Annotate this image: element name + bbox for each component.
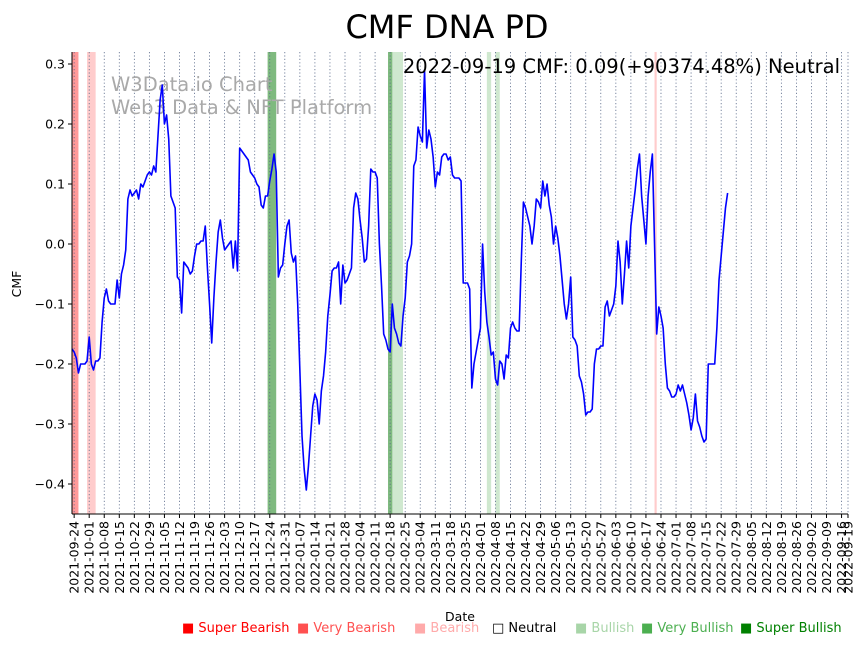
x-tick-label-6: 2021-11-05 [157,521,172,594]
x-tick-label-27: 2022-04-01 [473,521,488,594]
legend-item-very-bullish: ■ Very Bullish [641,621,734,636]
x-tick-label-11: 2021-12-10 [232,521,247,594]
legend-item-bullish: ■ Bullish [575,621,635,636]
x-tick-label-49: 2022-09-02 [804,521,819,594]
x-tick-label-5: 2021-10-29 [142,521,157,594]
x-ticks: 2021-09-24 2021-10-01 2021-10-08 2021-10-15… [67,514,856,594]
x-tick-label-2: 2021-10-08 [97,521,112,594]
y-tick-label-6: 0.2 [45,117,65,132]
x-tick-label-46: 2022-08-12 [759,521,774,594]
zone-bullish-5 [486,52,492,514]
y-tick-label-2: −0.2 [35,357,65,372]
zone-very-bullish-3 [387,52,395,514]
x-tick-label-52: 2022-09-19 [841,521,856,594]
x-tick-label-39: 2022-06-24 [653,521,668,594]
x-tick-label-12: 2021-12-17 [247,521,262,594]
y-ticks: −0.4 −0.3 −0.2 −0.1 0.0 0.1 0.2 0.3 [35,57,72,492]
x-tick-label-26: 2022-03-25 [458,521,473,594]
series-line-cmf [71,69,729,491]
y-tick-label-5: 0.1 [45,177,65,192]
x-tick-label-34: 2022-05-20 [578,521,593,594]
legend-item-super-bullish: ■ Super Bullish [740,621,842,636]
x-tick-label-13: 2021-12-24 [262,521,277,594]
x-tick-label-35: 2022-05-27 [593,521,608,594]
x-tick-label-22: 2022-02-25 [398,521,413,594]
x-tick-label-8: 2021-11-19 [187,521,202,594]
x-tick-label-28: 2022-04-08 [488,521,503,594]
x-tick-label-4: 2021-10-22 [127,521,142,594]
x-tick-label-16: 2022-01-14 [307,521,322,594]
zone-bullish-4 [392,52,404,514]
zone-super-bearish-0 [72,52,79,514]
zones-layer [72,52,657,514]
x-tick-label-50: 2022-09-09 [819,521,834,594]
legend-item-bearish: ■ Bearish [414,621,480,636]
y-tick-label-3: −0.1 [35,297,65,312]
y-tick-label-0: −0.4 [35,477,65,492]
x-tick-label-21: 2022-02-18 [383,521,398,594]
x-tick-label-41: 2022-07-08 [684,521,699,594]
x-tick-label-1: 2021-10-01 [82,521,97,594]
x-tick-label-3: 2021-10-15 [112,521,127,594]
x-tick-label-45: 2022-08-05 [744,521,759,594]
x-tick-label-32: 2022-05-06 [548,521,563,594]
x-tick-label-51: 2022-09-16 [834,521,849,594]
x-tick-label-43: 2022-07-22 [714,521,729,594]
x-tick-label-19: 2022-02-04 [353,521,368,594]
y-tick-label-1: −0.3 [35,417,65,432]
x-tick-label-7: 2021-11-12 [172,521,187,594]
x-tick-label-20: 2022-02-11 [368,521,383,594]
watermark: W3Data.io Chart Web3 Data & NFT Platform [111,73,372,119]
y-tick-label-4: 0.0 [45,237,65,252]
x-tick-label-24: 2022-03-11 [428,521,443,594]
x-tick-label-9: 2021-11-26 [202,521,217,594]
zone-bullish-6 [495,52,500,514]
zone-bearish-1 [87,52,96,514]
x-tick-label-25: 2022-03-18 [443,521,458,594]
chart-title: CMF DNA PD [345,8,548,46]
x-tick-label-36: 2022-06-03 [608,521,623,594]
x-tick-label-31: 2022-04-29 [533,521,548,594]
x-tick-label-40: 2022-07-01 [669,521,684,594]
x-tick-label-17: 2022-01-21 [322,521,337,594]
series-layer [71,69,729,491]
legend-item-neutral: □ Neutral [492,621,557,636]
x-tick-label-38: 2022-06-17 [638,521,653,594]
x-tick-label-30: 2022-04-22 [518,521,533,594]
x-tick-label-10: 2021-12-03 [217,521,232,594]
watermark-line-1: W3Data.io Chart [111,73,273,96]
y-axis-label: CMF [9,271,24,298]
y-tick-label-7: 0.3 [45,57,65,72]
legend-item-very-bearish: ■ Very Bearish [297,621,396,636]
zone-very-bullish-2 [267,52,277,514]
vertical-gridlines [73,52,849,514]
x-tick-label-33: 2022-05-13 [563,521,578,594]
x-tick-label-14: 2021-12-31 [277,521,292,594]
x-tick-label-47: 2022-08-19 [774,521,789,594]
latest-value-annotation: 2022-09-19 CMF: 0.09(+90374.48%) Neutral [403,55,840,78]
x-tick-label-42: 2022-07-15 [699,521,714,594]
legend-item-super-bearish: ■ Super Bearish [182,621,290,636]
x-tick-label-0: 2021-09-24 [67,521,82,594]
x-tick-label-37: 2022-06-10 [623,521,638,594]
x-tick-label-15: 2022-01-07 [292,521,307,594]
x-tick-label-29: 2022-04-15 [503,521,518,594]
x-tick-label-44: 2022-07-29 [729,521,744,594]
watermark-line-2: Web3 Data & NFT Platform [111,96,372,119]
x-tick-label-23: 2022-03-04 [413,521,428,594]
axes [71,52,848,515]
x-tick-label-18: 2022-01-28 [337,521,352,594]
x-tick-label-48: 2022-08-26 [789,521,804,594]
x-axis-label: Date [445,609,475,624]
